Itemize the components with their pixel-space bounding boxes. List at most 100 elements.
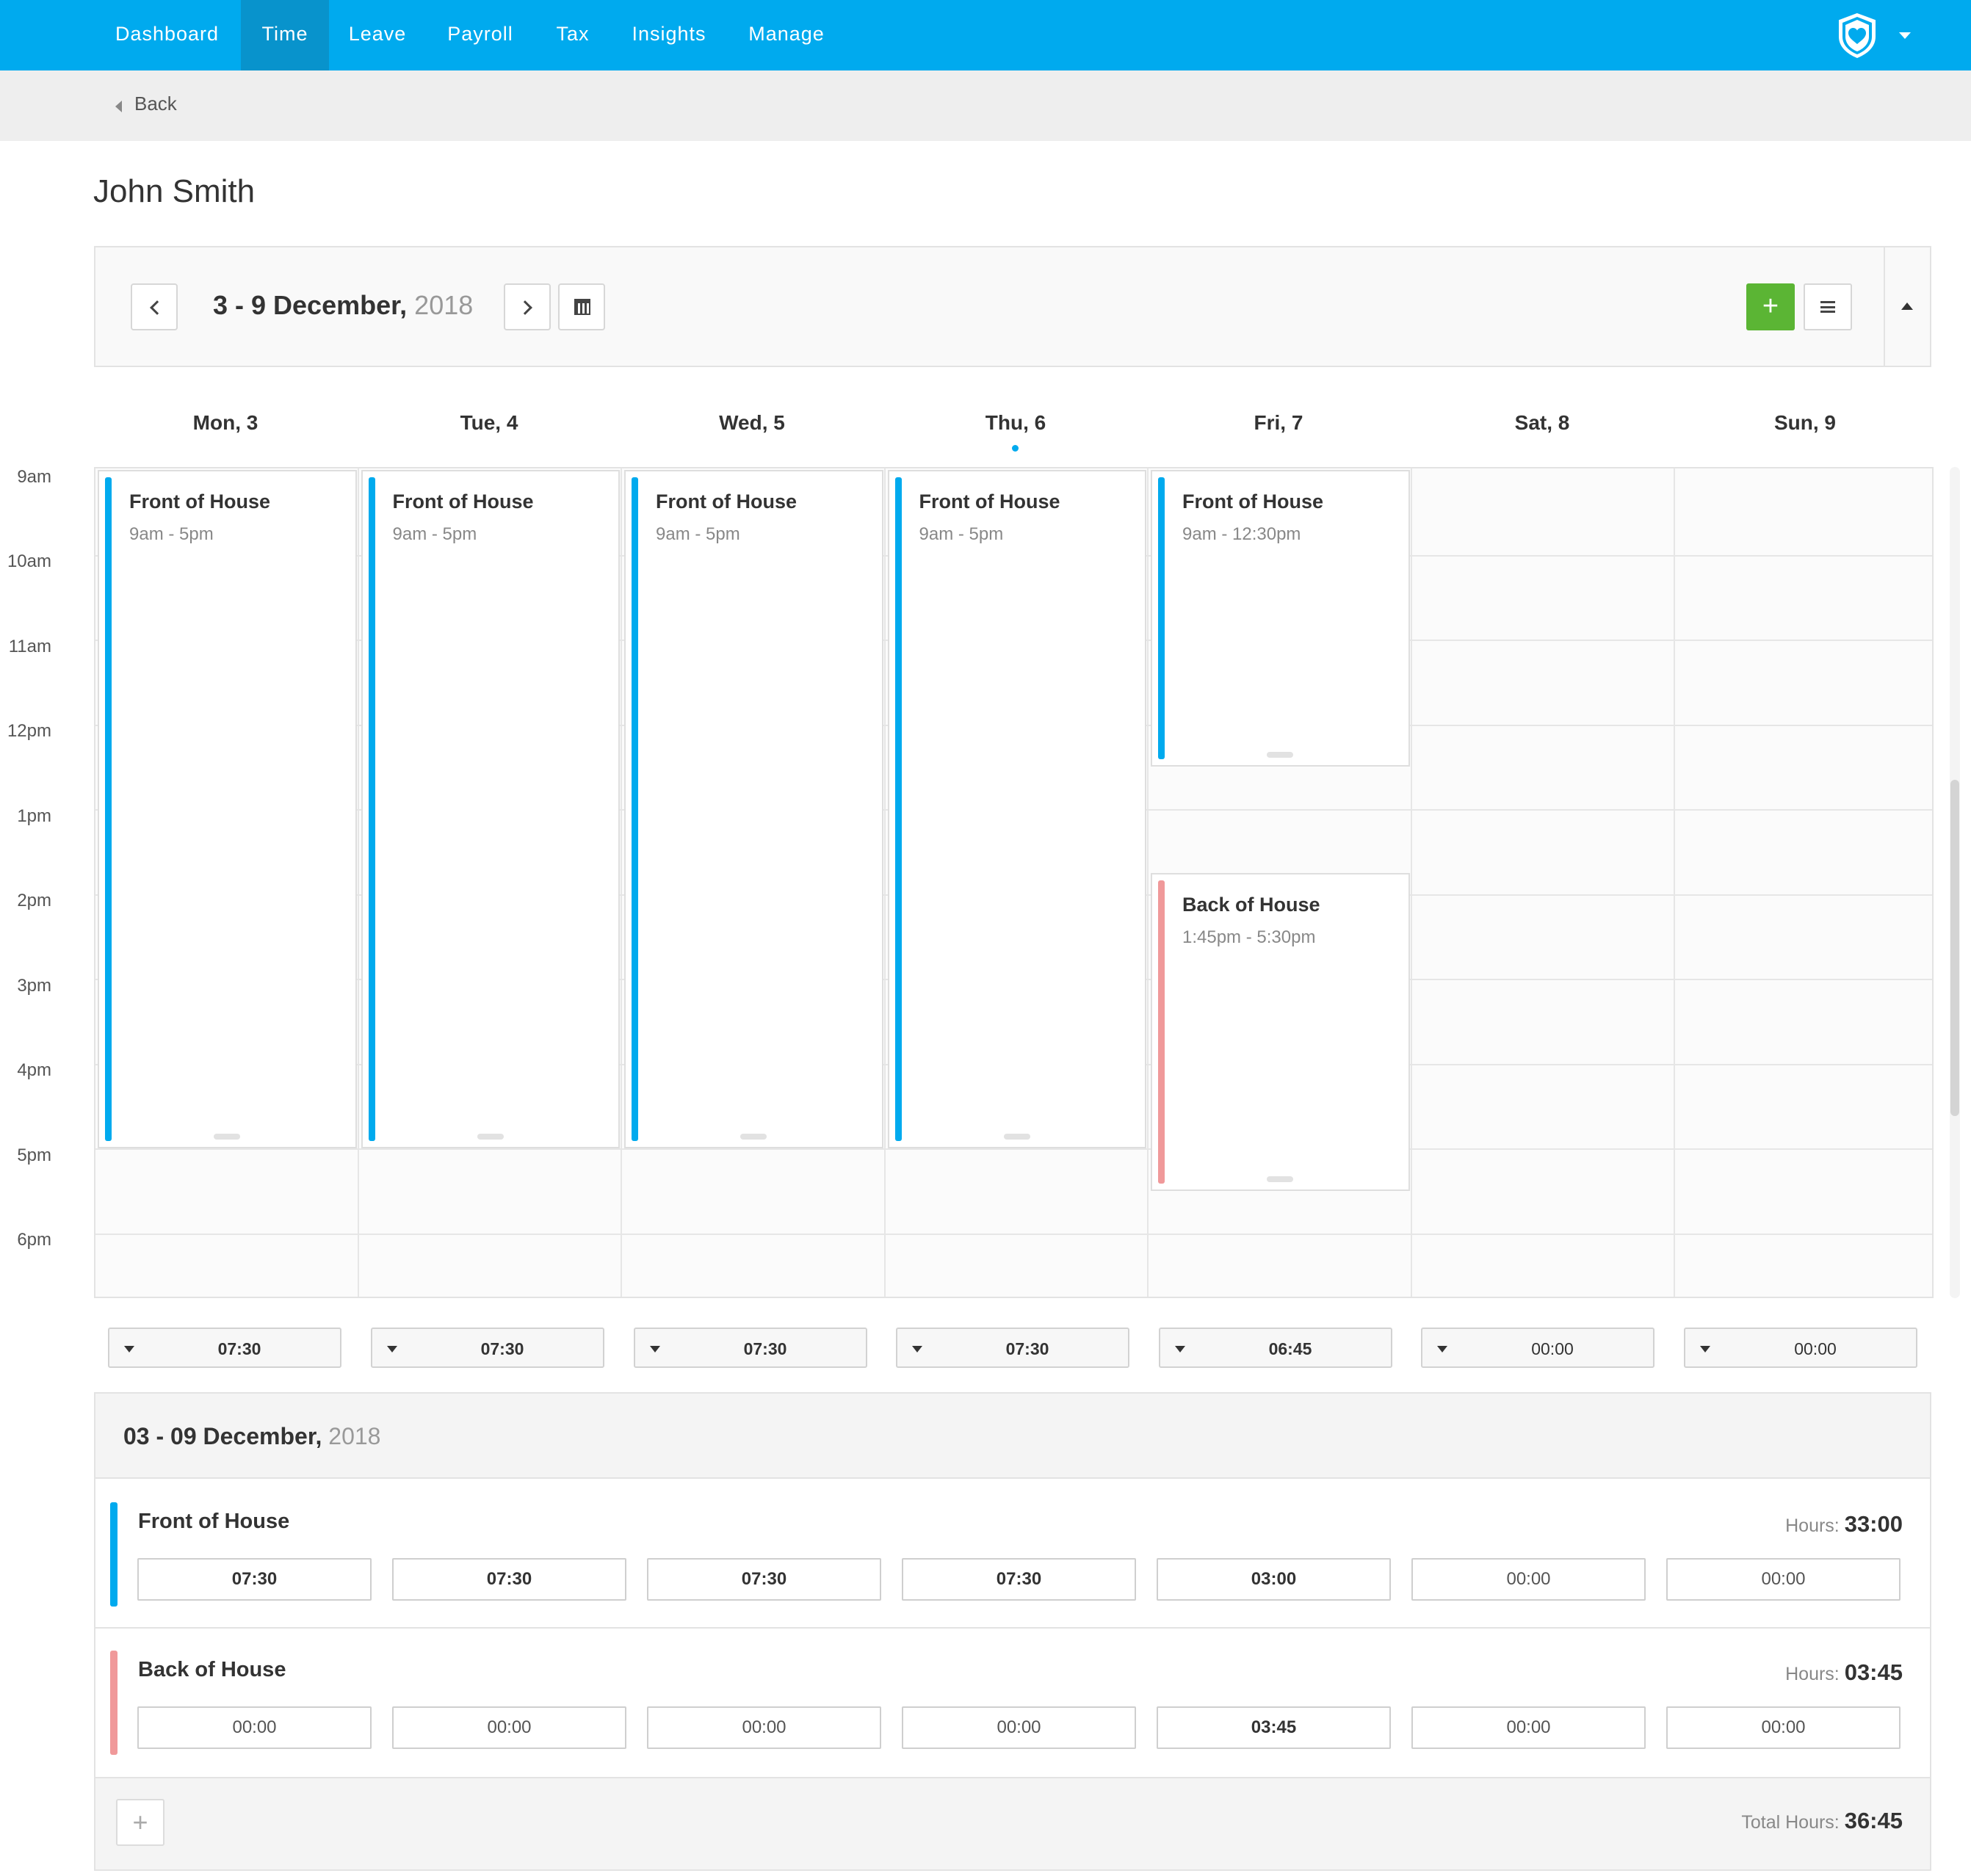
top-nav: Dashboard Time Leave Payroll Tax Insight… bbox=[0, 0, 1971, 70]
grid-line bbox=[884, 468, 886, 1297]
prev-week-button[interactable] bbox=[131, 283, 178, 330]
hour-label: 11am bbox=[8, 637, 51, 656]
nav-insights[interactable]: Insights bbox=[632, 23, 706, 45]
hour-label: 9am bbox=[17, 467, 51, 487]
shift-card[interactable]: Front of House 9am - 5pm bbox=[98, 470, 357, 1148]
hour-label: 12pm bbox=[7, 721, 51, 741]
caret-down-icon bbox=[1175, 1346, 1185, 1352]
shift-title: Front of House bbox=[919, 490, 1060, 513]
back-link[interactable]: Back bbox=[134, 93, 177, 115]
toolbar-divider bbox=[1884, 247, 1885, 366]
day-total-dropdown[interactable]: 06:45 bbox=[1159, 1328, 1392, 1368]
day-total-dropdown[interactable]: 00:00 bbox=[1421, 1328, 1654, 1368]
caret-down-icon[interactable] bbox=[1899, 32, 1911, 39]
hours-input[interactable]: 00:00 bbox=[902, 1706, 1136, 1749]
day-header-wed: Wed, 5 bbox=[719, 411, 785, 434]
resize-handle[interactable] bbox=[1003, 1134, 1030, 1140]
hour-label: 2pm bbox=[17, 891, 51, 910]
hours-input[interactable]: 07:30 bbox=[647, 1558, 881, 1601]
shift-time: 1:45pm - 5:30pm bbox=[1182, 927, 1316, 947]
nav-tax[interactable]: Tax bbox=[556, 23, 590, 45]
add-shift-button[interactable]: + bbox=[1746, 283, 1795, 330]
grid-line bbox=[1674, 468, 1675, 1297]
hours-input[interactable]: 07:30 bbox=[137, 1558, 372, 1601]
day-header-tue: Tue, 4 bbox=[460, 411, 518, 434]
shift-title: Front of House bbox=[129, 490, 270, 513]
nav-payroll[interactable]: Payroll bbox=[447, 23, 513, 45]
shift-title: Front of House bbox=[656, 490, 797, 513]
day-total-dropdown[interactable]: 07:30 bbox=[108, 1328, 341, 1368]
hours-input[interactable]: 03:00 bbox=[1157, 1558, 1391, 1601]
caret-up-icon[interactable] bbox=[1901, 303, 1913, 310]
week-range: 3 - 9 December, 2018 bbox=[213, 290, 473, 321]
caret-down-icon bbox=[650, 1346, 660, 1352]
caret-down-icon bbox=[387, 1346, 397, 1352]
grid-line bbox=[95, 1234, 1932, 1235]
shift-title: Front of House bbox=[392, 490, 534, 513]
hour-label: 4pm bbox=[17, 1060, 51, 1080]
resize-handle[interactable] bbox=[214, 1134, 241, 1140]
page-title: John Smith bbox=[93, 173, 256, 209]
resize-handle[interactable] bbox=[740, 1134, 767, 1140]
shift-color-bar bbox=[368, 477, 375, 1141]
add-category-button[interactable]: + bbox=[116, 1799, 164, 1846]
day-total-value: 07:30 bbox=[743, 1339, 787, 1358]
grid-scroll-thumb[interactable] bbox=[1950, 780, 1959, 1116]
day-header-thu: Thu, 6 bbox=[985, 411, 1046, 434]
hours-input[interactable]: 00:00 bbox=[1666, 1558, 1901, 1601]
hours-input[interactable]: 07:30 bbox=[902, 1558, 1136, 1601]
nav-dashboard[interactable]: Dashboard bbox=[115, 23, 220, 45]
hours-input[interactable]: 00:00 bbox=[647, 1706, 881, 1749]
resize-handle[interactable] bbox=[477, 1134, 504, 1140]
day-total-value: 06:45 bbox=[1268, 1339, 1312, 1358]
hours-input[interactable]: 00:00 bbox=[392, 1706, 626, 1749]
resize-handle[interactable] bbox=[1267, 1176, 1294, 1182]
menu-button[interactable] bbox=[1804, 283, 1852, 330]
category-name: Back of House bbox=[138, 1658, 286, 1681]
next-week-button[interactable] bbox=[504, 283, 551, 330]
hours-input[interactable]: 00:00 bbox=[1666, 1706, 1901, 1749]
nav-manage[interactable]: Manage bbox=[748, 23, 825, 45]
nav-leave[interactable]: Leave bbox=[348, 23, 407, 45]
grid-line bbox=[1411, 468, 1412, 1297]
shift-card[interactable]: Front of House 9am - 5pm bbox=[361, 470, 620, 1148]
row-divider bbox=[95, 1777, 1930, 1778]
row-divider bbox=[95, 1627, 1930, 1629]
grid-line bbox=[621, 468, 622, 1297]
day-total-dropdown[interactable]: 07:30 bbox=[371, 1328, 604, 1368]
day-total-dropdown[interactable]: 07:30 bbox=[896, 1328, 1129, 1368]
shift-title: Front of House bbox=[1182, 490, 1323, 513]
today-indicator bbox=[1012, 445, 1019, 452]
hour-label: 6pm bbox=[17, 1230, 51, 1250]
hours-input[interactable]: 07:30 bbox=[392, 1558, 626, 1601]
day-total-value: 00:00 bbox=[1794, 1339, 1837, 1358]
shift-card[interactable]: Back of House 1:45pm - 5:30pm bbox=[1151, 872, 1410, 1191]
total-hours-value: 36:45 bbox=[1844, 1808, 1903, 1833]
day-total-dropdown[interactable]: 07:30 bbox=[634, 1328, 867, 1368]
hours-input[interactable]: 00:00 bbox=[137, 1706, 372, 1749]
week-range-year: 2018 bbox=[414, 290, 474, 320]
shift-time: 9am - 5pm bbox=[129, 524, 214, 544]
shift-card[interactable]: Front of House 9am - 12:30pm bbox=[1151, 470, 1410, 767]
hours-input[interactable]: 00:00 bbox=[1411, 1706, 1646, 1749]
shift-card[interactable]: Front of House 9am - 5pm bbox=[624, 470, 883, 1148]
category-color-bar bbox=[110, 1502, 117, 1607]
day-total-value: 07:30 bbox=[1005, 1339, 1049, 1358]
hours-input[interactable]: 03:45 bbox=[1157, 1706, 1391, 1749]
nav-time[interactable]: Time bbox=[241, 0, 329, 70]
hours-input[interactable]: 00:00 bbox=[1411, 1558, 1646, 1601]
sub-bar bbox=[0, 70, 1971, 141]
calendar-picker-button[interactable] bbox=[558, 283, 605, 330]
resize-handle[interactable] bbox=[1267, 752, 1294, 758]
summary-range-main: 03 - 09 December, bbox=[123, 1423, 322, 1449]
shift-card[interactable]: Front of House 9am - 5pm bbox=[887, 470, 1146, 1148]
summary-header bbox=[95, 1394, 1930, 1479]
shift-color-bar bbox=[632, 477, 638, 1141]
total-hours-label: Total Hours: bbox=[1741, 1812, 1840, 1833]
day-total-dropdown[interactable]: 00:00 bbox=[1684, 1328, 1917, 1368]
shift-color-bar bbox=[1158, 880, 1165, 1184]
grid-line bbox=[358, 468, 359, 1297]
hour-label: 3pm bbox=[17, 976, 51, 996]
day-header-mon: Mon, 3 bbox=[192, 411, 258, 434]
shield-heart-logo-icon[interactable] bbox=[1834, 12, 1881, 59]
